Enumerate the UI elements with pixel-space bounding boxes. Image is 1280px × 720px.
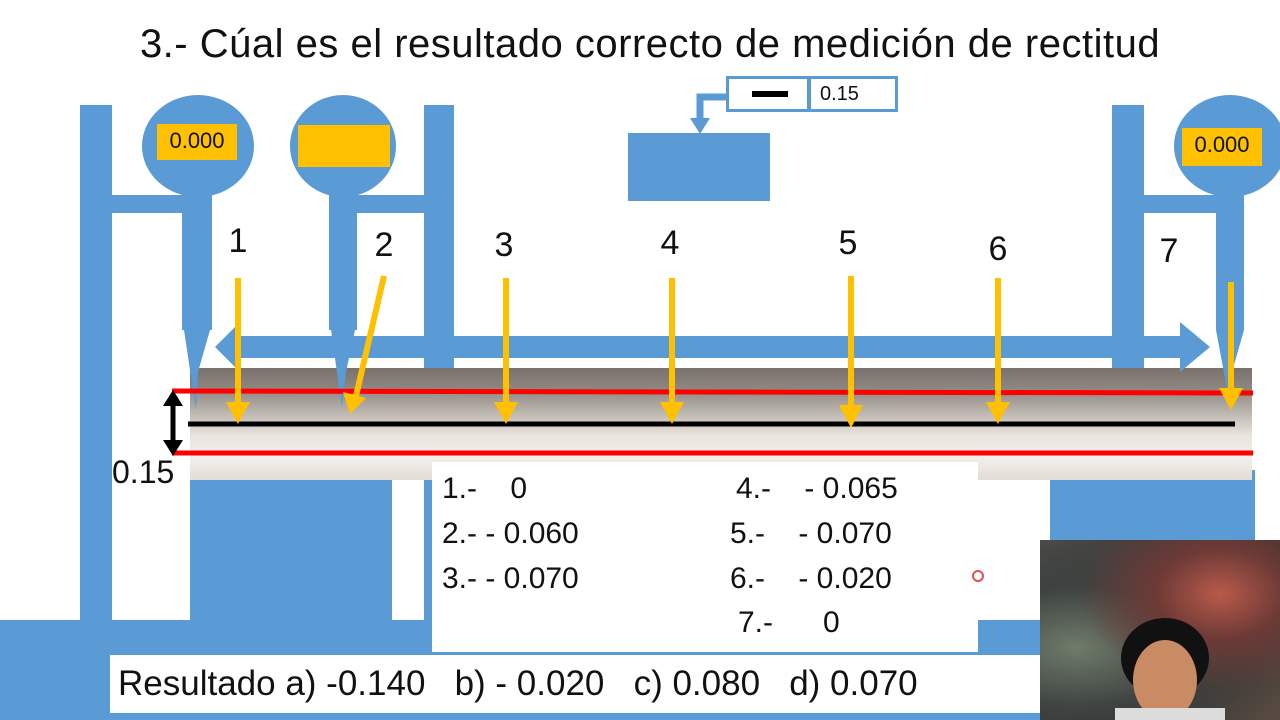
webcam-video <box>1040 540 1280 720</box>
point-label-7: 7 <box>1159 232 1179 270</box>
point-label-6: 6 <box>988 230 1008 268</box>
pointer-dot <box>972 570 984 582</box>
point-label-4: 4 <box>660 224 680 262</box>
slide-title: 3.- Cúal es el resultado correcto de med… <box>139 22 1161 66</box>
answer-item-4: 4.- - 0.065 <box>736 472 898 505</box>
point-label-2: 2 <box>374 226 394 264</box>
left-dial-stem <box>182 195 212 330</box>
second-dial-stem <box>329 195 357 330</box>
travel-arrow <box>215 322 1210 372</box>
presenter-silhouette <box>1115 618 1225 720</box>
answer-item-5: 5.- - 0.070 <box>730 517 892 550</box>
left-dial-readout: 0.000 <box>157 124 237 160</box>
connector-arrowhead <box>690 118 710 134</box>
connector-arrow <box>696 93 728 123</box>
middle-arm <box>355 195 425 213</box>
second-dial-readout <box>298 125 390 167</box>
point-label-1: 1 <box>228 222 248 260</box>
tolerance-arrow-up <box>163 390 183 406</box>
answer-item-1: 1.- 0 <box>442 472 528 505</box>
left-column <box>80 105 112 625</box>
center-indicator-block <box>628 133 770 201</box>
point-label-5: 5 <box>838 224 858 262</box>
indicator-value-box: 0.15 <box>808 76 898 112</box>
right-arm <box>1143 195 1218 213</box>
tolerance-arrow-down <box>163 440 183 456</box>
answer-item-2: 2.- - 0.060 <box>442 517 579 550</box>
measurement-answers-panel: 1.- 0 2.- - 0.060 3.- - 0.070 4.- - 0.06… <box>432 462 978 652</box>
right-dial-readout: 0.000 <box>1182 128 1262 166</box>
minus-sign-icon <box>752 91 788 97</box>
result-options: Resultado a) -0.140 b) - 0.020 c) 0.080 … <box>110 655 1048 713</box>
answer-item-7: 7.- 0 <box>738 606 840 639</box>
answer-item-3: 3.- - 0.070 <box>442 562 579 595</box>
answer-item-6: 6.- - 0.020 <box>730 562 892 595</box>
left-probe-tip <box>184 330 210 410</box>
tolerance-label: 0.15 <box>112 454 175 490</box>
left-arm <box>110 195 190 213</box>
point-label-3: 3 <box>494 226 514 264</box>
left-base-block <box>190 470 392 625</box>
upper-tolerance-line <box>171 388 1254 396</box>
point-arrow-2 <box>353 275 387 397</box>
